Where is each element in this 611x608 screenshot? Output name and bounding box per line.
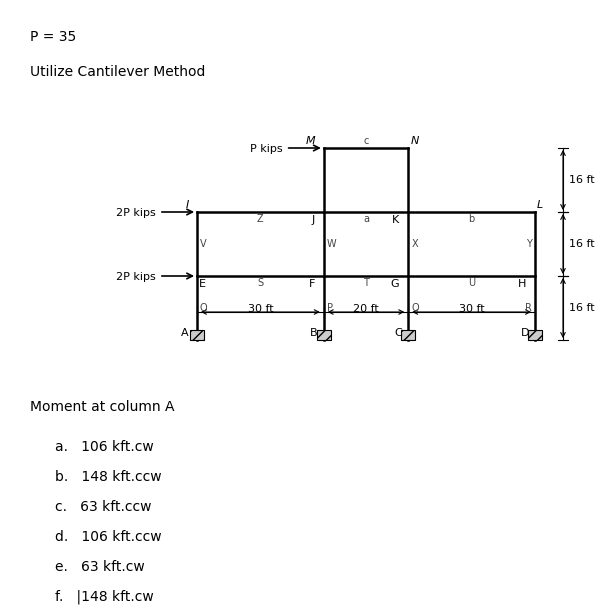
Text: B: B [310,328,318,338]
Text: G: G [390,279,399,289]
Text: c: c [364,136,368,146]
Text: b.   148 kft.ccw: b. 148 kft.ccw [55,470,162,484]
Text: K: K [392,215,399,225]
Text: a: a [363,214,369,224]
Text: e.   63 kft.cw: e. 63 kft.cw [55,560,145,574]
Text: 16 ft: 16 ft [569,239,595,249]
Text: I: I [186,200,189,210]
Text: P kips: P kips [250,144,283,154]
Text: P: P [327,303,333,313]
Text: J: J [312,215,315,225]
Text: Utilize Cantilever Method: Utilize Cantilever Method [30,65,205,79]
Text: 2P kips: 2P kips [116,272,156,282]
Text: U: U [468,278,475,288]
Text: Moment at column A: Moment at column A [30,400,175,414]
Text: D: D [521,328,529,338]
Text: f.   |148 kft.cw: f. |148 kft.cw [55,590,154,604]
Text: 16 ft: 16 ft [569,303,595,313]
Text: F: F [309,279,315,289]
Text: T: T [363,278,369,288]
Text: L: L [537,200,543,210]
Text: c.   63 kft.ccw: c. 63 kft.ccw [55,500,152,514]
Text: b: b [469,214,475,224]
Text: d.   106 kft.ccw: d. 106 kft.ccw [55,530,162,544]
Bar [528,330,542,340]
Text: a.   106 kft.cw: a. 106 kft.cw [55,440,154,454]
Text: 30 ft: 30 ft [247,304,273,314]
Text: H: H [518,279,526,289]
Text: O: O [200,303,208,313]
Text: 30 ft: 30 ft [459,304,485,314]
Bar [190,330,204,340]
Text: 20 ft: 20 ft [353,304,379,314]
Text: 16 ft: 16 ft [569,175,595,185]
Text: Z: Z [257,214,264,224]
Text: E: E [199,279,206,289]
Text: S: S [257,278,263,288]
Text: P = 35: P = 35 [30,30,76,44]
Text: V: V [200,239,207,249]
Text: A: A [181,328,189,338]
Text: Q: Q [411,303,419,313]
Text: R: R [525,303,532,313]
Bar [316,330,331,340]
Bar [401,330,415,340]
Text: N: N [410,136,419,146]
Text: 2P kips: 2P kips [116,208,156,218]
Text: M: M [306,136,316,146]
Text: Y: Y [526,239,532,249]
Text: W: W [327,239,337,249]
Text: C: C [395,328,402,338]
Text: X: X [411,239,418,249]
